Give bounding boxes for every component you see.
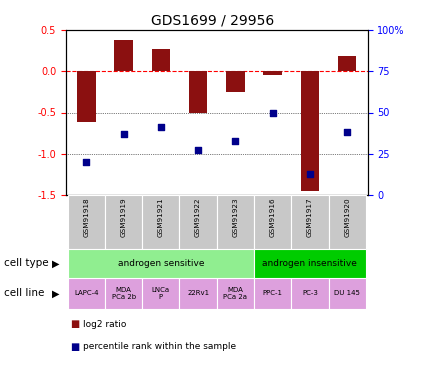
Text: LAPC-4: LAPC-4 xyxy=(74,291,99,297)
Text: ▶: ▶ xyxy=(51,258,59,268)
Bar xyxy=(338,56,357,71)
Bar xyxy=(291,278,329,309)
Text: androgen sensitive: androgen sensitive xyxy=(118,259,204,268)
Bar xyxy=(77,71,96,122)
Point xyxy=(306,171,313,177)
Bar xyxy=(152,49,170,71)
Bar xyxy=(142,278,179,309)
Text: cell type: cell type xyxy=(4,258,49,268)
Point xyxy=(344,129,351,135)
Point xyxy=(120,131,127,137)
Point xyxy=(195,147,201,153)
Text: LNCa
P: LNCa P xyxy=(152,287,170,300)
Bar xyxy=(114,40,133,71)
Bar xyxy=(142,195,179,249)
Bar xyxy=(329,195,366,249)
Text: MDA
PCa 2b: MDA PCa 2b xyxy=(111,287,136,300)
Text: ■: ■ xyxy=(70,320,79,329)
Point xyxy=(158,124,164,130)
Text: percentile rank within the sample: percentile rank within the sample xyxy=(83,342,236,351)
Bar xyxy=(264,71,282,75)
Bar xyxy=(179,278,217,309)
Text: GSM91919: GSM91919 xyxy=(121,198,127,237)
Bar xyxy=(105,278,142,309)
Text: cell line: cell line xyxy=(4,288,45,298)
Text: log2 ratio: log2 ratio xyxy=(83,320,126,329)
Bar xyxy=(68,278,105,309)
Bar xyxy=(300,71,319,191)
Point xyxy=(232,138,239,144)
Bar xyxy=(179,195,217,249)
Bar xyxy=(217,195,254,249)
Bar xyxy=(254,195,291,249)
Bar xyxy=(68,195,105,249)
Text: ▶: ▶ xyxy=(51,288,59,298)
Point xyxy=(269,110,276,116)
Text: androgen insensitive: androgen insensitive xyxy=(263,259,357,268)
Text: PPC-1: PPC-1 xyxy=(263,291,283,297)
Text: GSM91921: GSM91921 xyxy=(158,198,164,237)
Bar xyxy=(217,278,254,309)
Point xyxy=(83,159,90,165)
Bar xyxy=(105,195,142,249)
Text: MDA
PCa 2a: MDA PCa 2a xyxy=(224,287,247,300)
Text: ■: ■ xyxy=(70,342,79,352)
Text: GSM91923: GSM91923 xyxy=(232,198,238,237)
Bar xyxy=(68,249,254,278)
Bar xyxy=(254,249,366,278)
Text: GSM91922: GSM91922 xyxy=(195,198,201,237)
Bar xyxy=(329,278,366,309)
Text: GSM91917: GSM91917 xyxy=(307,198,313,237)
Text: DU 145: DU 145 xyxy=(334,291,360,297)
Bar xyxy=(254,278,291,309)
Text: 22Rv1: 22Rv1 xyxy=(187,291,209,297)
Bar xyxy=(189,71,207,112)
Text: GSM91918: GSM91918 xyxy=(83,198,89,237)
Text: PC-3: PC-3 xyxy=(302,291,318,297)
Text: GSM91920: GSM91920 xyxy=(344,198,350,237)
Bar xyxy=(226,71,245,92)
Bar xyxy=(291,195,329,249)
Text: GSM91916: GSM91916 xyxy=(269,198,276,237)
Text: GDS1699 / 29956: GDS1699 / 29956 xyxy=(151,13,274,27)
